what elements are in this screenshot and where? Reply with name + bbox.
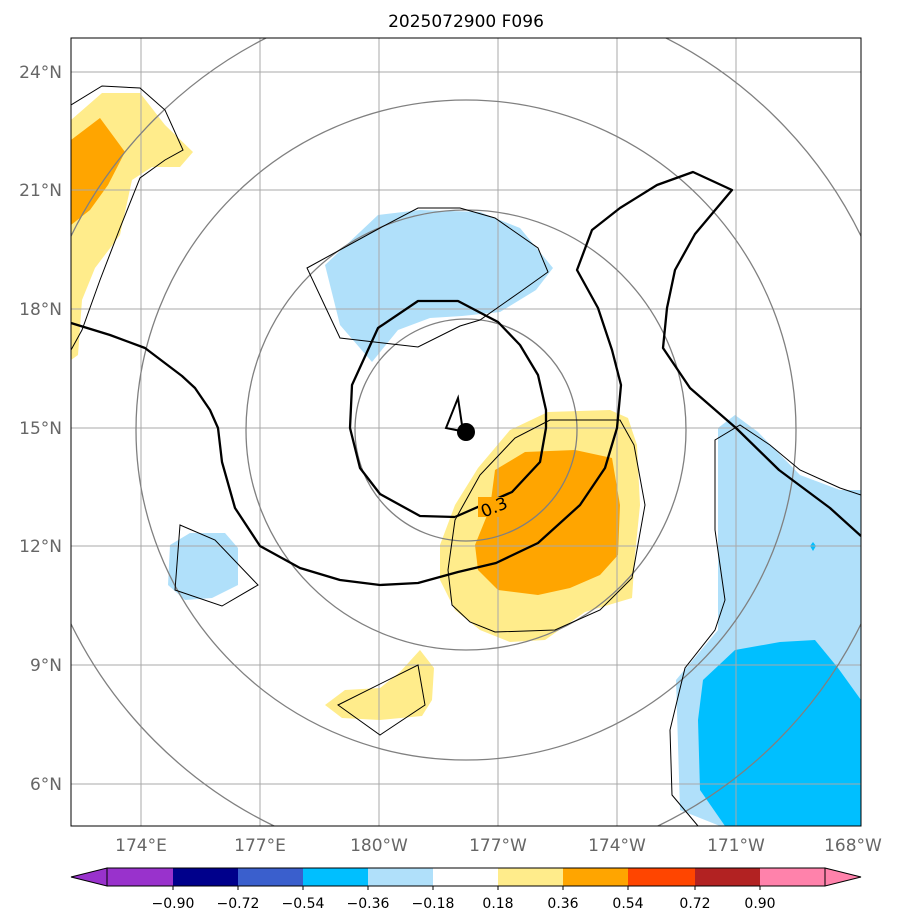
map-frame (70, 37, 862, 827)
colorbar-bin-4 (303, 868, 368, 886)
lat-label-9n: 9°N (30, 656, 62, 676)
colorbar-bin-11 (760, 868, 825, 886)
colorbar-bin-2 (173, 868, 238, 886)
colorbar: −0.90 −0.72 −0.54 −0.36 −0.18 0.18 0.36 … (70, 867, 862, 912)
lon-labels: 174°E 177°E 180°W 177°W 174°W 171°W 168°… (115, 836, 882, 856)
shading-layer (71, 93, 861, 826)
lon-label-168w: 168°W (824, 836, 882, 856)
colorbar-bin-10 (695, 868, 760, 886)
colorbar-bin-9 (628, 868, 695, 886)
thin-contour-west (174, 524, 259, 607)
shade-lightblue-west (168, 533, 238, 600)
lat-labels: 24°N 21°N 18°N 15°N 12°N 9°N 6°N (19, 63, 62, 795)
storm-track (444, 394, 467, 433)
colorbar-label-9: 0.72 (679, 896, 710, 912)
colorbar-bin-3 (238, 868, 303, 886)
colorbar-label-5: −0.18 (412, 896, 455, 912)
colorbar-bin-7 (498, 868, 563, 886)
shade-orange-center (475, 450, 620, 595)
thin-contour-center-ring (447, 419, 646, 633)
thick-contour-inner (348, 299, 548, 519)
colorbar-bin-8 (563, 868, 628, 886)
colorbar-label-3: −0.54 (282, 896, 325, 912)
range-rings (71, 38, 861, 826)
colorbar-ticks (172, 886, 761, 890)
colorbar-label-2: −0.72 (217, 896, 260, 912)
storm-marker (444, 394, 475, 441)
thick-contour-spiral (71, 170, 861, 587)
colorbar-bin-6 (433, 868, 498, 886)
storm-center-dot (457, 423, 475, 441)
colorbar-label-8: 0.54 (612, 896, 643, 912)
thin-contour-center (306, 207, 549, 348)
lat-label-24n: 24°N (19, 63, 62, 83)
colorbar-label-7: 0.36 (547, 896, 578, 912)
lon-label-177w: 177°W (469, 836, 527, 856)
lon-label-174w: 174°W (588, 836, 646, 856)
colorbar-bin-1 (107, 868, 173, 886)
thin-contours (71, 85, 861, 826)
colorbar-label-4: −0.36 (347, 896, 390, 912)
colorbar-frame (106, 867, 826, 887)
colorbar-label-10: 0.90 (744, 896, 775, 912)
thin-contour-northwest (71, 85, 184, 351)
shade-blue-east (698, 640, 861, 826)
colorbar-extend-low (70, 867, 108, 887)
colorbar-extend-high (824, 867, 862, 887)
figure-title: 2025072900 F096 (388, 12, 544, 32)
lat-label-18n: 18°N (19, 300, 62, 320)
thin-contour-south (337, 664, 426, 736)
lat-label-6n: 6°N (30, 775, 62, 795)
lon-label-180w: 180°W (350, 836, 408, 856)
colorbar-label-1: −0.90 (152, 896, 195, 912)
lat-label-21n: 21°N (19, 181, 62, 201)
lon-label-171w: 171°W (707, 836, 765, 856)
colorbar-label-6: 0.18 (482, 896, 513, 912)
lat-label-15n: 15°N (19, 419, 62, 439)
thin-contour-east (669, 424, 861, 826)
shade-yellow-south (325, 650, 434, 720)
lon-label-177e: 177°E (234, 836, 286, 856)
shade-orange-northwest (71, 118, 125, 225)
thick-contours (71, 170, 861, 587)
colorbar-bin-5 (368, 868, 433, 886)
lat-label-12n: 12°N (19, 537, 62, 557)
lon-label-174e: 174°E (115, 836, 167, 856)
